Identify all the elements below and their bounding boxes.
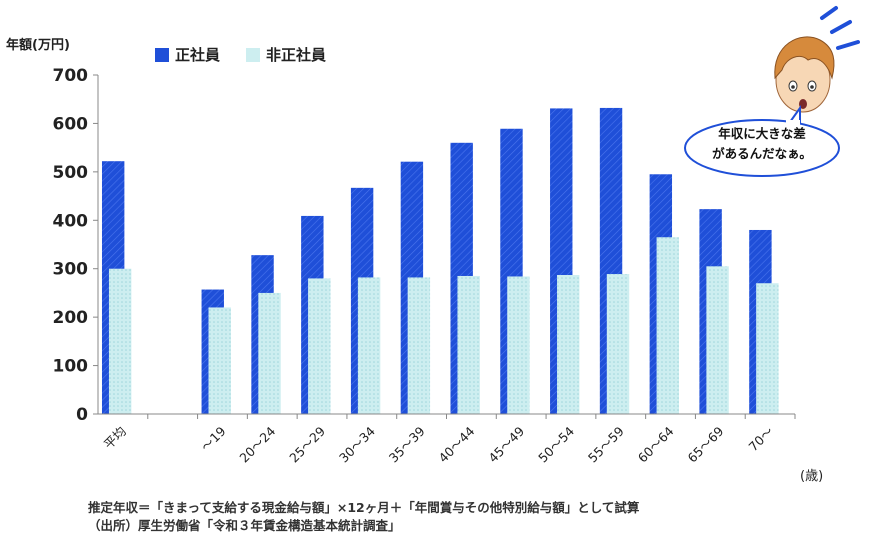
x-tick-label: 60～64 xyxy=(635,423,677,465)
note-source: （出所）厚生労働省「令和３年賃金構造基本統計調査」 xyxy=(88,518,401,533)
bar-nonregular xyxy=(108,268,132,414)
x-tick-label: 30～34 xyxy=(336,423,378,465)
legend-swatch-nonregular xyxy=(246,47,261,62)
legend-swatch-regular xyxy=(155,47,169,62)
y-axis-label: 年額(万円) xyxy=(6,38,70,53)
y-tick-label: 500 xyxy=(53,163,89,183)
legend-item-regular: 正社員 xyxy=(155,44,220,65)
bar-nonregular xyxy=(656,237,679,414)
legend-label-nonregular: 非正社員 xyxy=(266,46,327,64)
bar-nonregular xyxy=(258,292,281,414)
speech-bubble-line-2: があるんだなぁ。 xyxy=(712,146,812,161)
x-tick-label: 70～ xyxy=(746,424,777,455)
y-tick-label: 200 xyxy=(53,308,89,328)
x-tick-label: ～19 xyxy=(198,423,229,454)
y-axis: 0 100 200 300 400 500 600 700 xyxy=(53,66,99,425)
bar-nonregular xyxy=(507,276,530,414)
legend-item-nonregular: 非正社員 xyxy=(246,44,326,65)
bar-nonregular xyxy=(706,266,729,414)
y-tick-label: 100 xyxy=(53,357,89,377)
bars xyxy=(101,107,779,415)
x-tick-label: 35～39 xyxy=(386,423,428,465)
speech-bubble-line-1: 年収に大きな差 xyxy=(718,126,806,141)
legend: 正社員 非正社員 xyxy=(155,44,326,65)
y-tick-label: 600 xyxy=(53,114,89,134)
y-tick-label: 400 xyxy=(53,211,89,231)
x-axis: 平均 ～19 20～24 25～29 30～34 35～39 40～44 45～49 50～54… xyxy=(98,413,796,465)
speech-bubble xyxy=(684,104,840,177)
speech-bubble-text: 年収に大きな差 があるんだなぁ。 xyxy=(691,124,833,164)
y-tick-label: 700 xyxy=(53,66,89,86)
x-tick-label: 平均 xyxy=(101,424,129,452)
bar-nonregular xyxy=(606,274,630,414)
x-tick-label: 25～29 xyxy=(286,423,328,465)
x-tick-label: 55～59 xyxy=(585,423,627,465)
legend-label-regular: 正社員 xyxy=(175,46,221,64)
x-tick-label: 65～69 xyxy=(685,423,727,465)
note-estimate: 推定年収＝「きまって支給する現金給与額」×12ヶ月＋「年間賞与その他特別給与額」… xyxy=(88,500,640,515)
x-axis-unit: (歳) xyxy=(800,469,824,484)
x-tick-label: 40～44 xyxy=(436,423,478,465)
bar-nonregular xyxy=(557,275,580,414)
x-tick-label: 20～24 xyxy=(236,423,278,465)
x-tick-label: 50～54 xyxy=(535,423,577,465)
bar-nonregular xyxy=(756,283,779,414)
bar-nonregular xyxy=(308,278,331,414)
bar-nonregular xyxy=(457,275,480,414)
y-tick-label: 300 xyxy=(53,260,89,280)
y-tick-label: 0 xyxy=(76,405,88,425)
worried-boy-icon xyxy=(774,6,860,113)
bar-nonregular xyxy=(407,277,431,414)
x-tick-label: 45～49 xyxy=(485,423,527,465)
bar-nonregular xyxy=(208,307,231,414)
bar-nonregular xyxy=(357,277,381,414)
